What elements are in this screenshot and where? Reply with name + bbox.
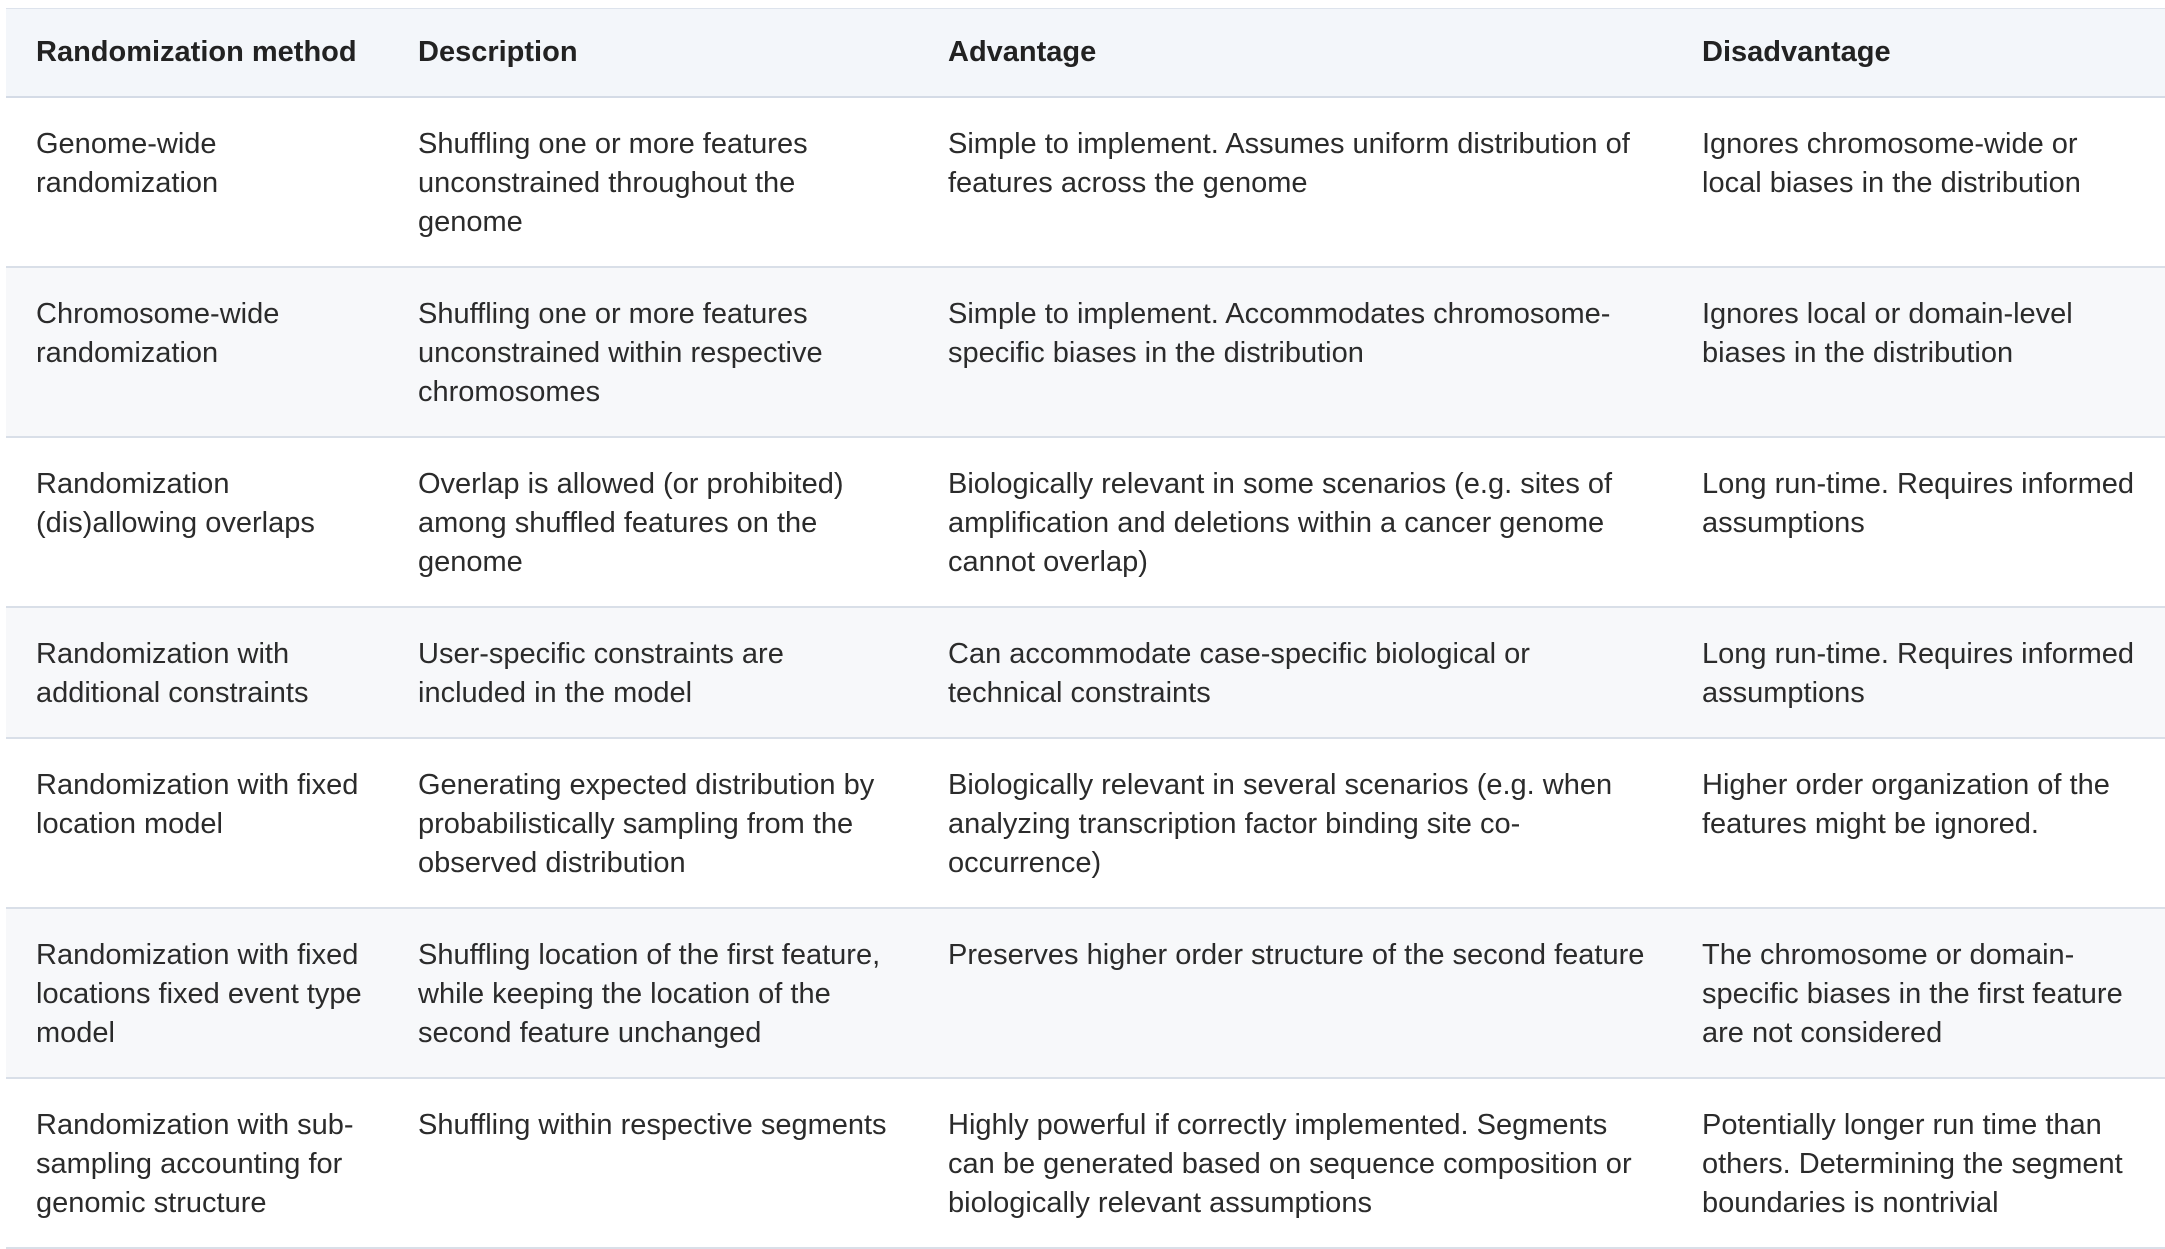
header-advantage: Advantage — [918, 8, 1672, 98]
cell-method: Randomization with fixed locations fixed… — [36, 938, 362, 1049]
cell-method: Genome-wide randomization — [36, 127, 219, 199]
header-disadvantage: Disadvantage — [1672, 8, 2165, 98]
table-row: Randomization with fixed location model … — [6, 737, 2165, 908]
cell-description: Overlap is allowed (or prohibited) among… — [418, 467, 844, 578]
header-row: Randomization method Description Advanta… — [6, 8, 2165, 98]
table-row: Chromosome-wide randomization Shuffling … — [6, 266, 2165, 437]
cell-advantage: Preserves higher order structure of the … — [948, 938, 1645, 971]
cell-advantage: Highly powerful if correctly implemented… — [948, 1108, 1632, 1219]
cell-method: Randomization (dis)allowing overlaps — [36, 467, 315, 539]
cell-disadvantage: The chromosome or domain-specific biases… — [1702, 938, 2123, 1049]
table-row: Randomization (dis)allowing overlaps Ove… — [6, 436, 2165, 607]
cell-advantage: Simple to implement. Assumes uniform dis… — [948, 127, 1630, 199]
table-body: Genome-wide randomization Shuffling one … — [6, 96, 2165, 1248]
cell-description: Shuffling one or more features unconstra… — [418, 297, 823, 408]
table-row: Genome-wide randomization Shuffling one … — [6, 96, 2165, 267]
cell-advantage: Biologically relevant in several scenari… — [948, 768, 1613, 879]
cell-method: Randomization with fixed location model — [36, 768, 359, 840]
cell-disadvantage: Long run-time. Requires informed assumpt… — [1702, 637, 2134, 709]
header-method: Randomization method — [6, 8, 388, 98]
cell-advantage: Simple to implement. Accommodates chromo… — [948, 297, 1611, 369]
cell-disadvantage: Ignores chromosome-wide or local biases … — [1702, 127, 2081, 199]
table-row: Randomization with additional constraint… — [6, 606, 2165, 738]
cell-disadvantage: Higher order organization of the feature… — [1702, 768, 2110, 840]
cell-advantage: Can accommodate case-specific biological… — [948, 637, 1530, 709]
cell-disadvantage: Long run-time. Requires informed assumpt… — [1702, 467, 2134, 539]
cell-method: Randomization with sub-sampling accounti… — [36, 1108, 354, 1219]
cell-advantage: Biologically relevant in some scenarios … — [948, 467, 1613, 578]
cell-description: Shuffling location of the first feature,… — [418, 938, 881, 1049]
cell-description: User-specific constraints are included i… — [418, 637, 784, 709]
table-row: Randomization with sub-sampling accounti… — [6, 1077, 2165, 1248]
cell-disadvantage: Ignores local or domain-level biases in … — [1702, 297, 2073, 369]
cell-method: Chromosome-wide randomization — [36, 297, 280, 369]
cell-description: Shuffling one or more features unconstra… — [418, 127, 808, 238]
randomization-methods-table: Randomization method Description Advanta… — [6, 8, 2165, 1249]
cell-description: Generating expected distribution by prob… — [418, 768, 875, 879]
cell-disadvantage: Potentially longer run time than others.… — [1702, 1108, 2123, 1219]
table-row: Randomization with fixed locations fixed… — [6, 907, 2165, 1078]
cell-description: Shuffling within respective segments — [418, 1108, 887, 1141]
cell-method: Randomization with additional constraint… — [36, 637, 309, 709]
table-header: Randomization method Description Advanta… — [6, 8, 2165, 98]
header-description: Description — [388, 8, 918, 98]
